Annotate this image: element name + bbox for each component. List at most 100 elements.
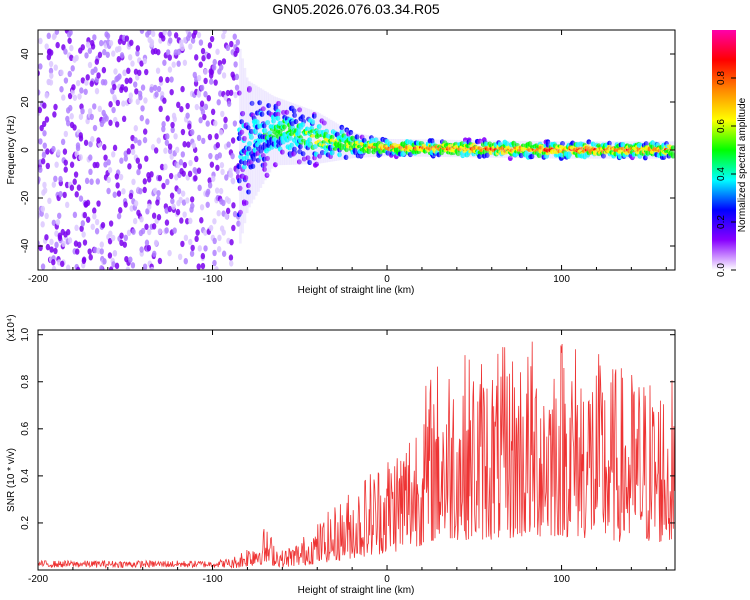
spectrogram-cell xyxy=(142,263,148,270)
spectrogram-cell xyxy=(177,253,183,261)
spectrogram-panel: -200 -100 0 100 40 20 0 -20 -40 Height of strai… xyxy=(6,29,676,296)
spectrogram-cell xyxy=(671,146,675,151)
spectrogram-cell xyxy=(190,129,195,136)
spectrogram-cell xyxy=(103,154,108,161)
spectrogram-cell xyxy=(112,191,117,198)
spectrogram-cell xyxy=(67,70,72,78)
spectrogram-cell xyxy=(310,119,316,125)
spectrogram-cell xyxy=(200,108,206,116)
spectrogram-cell xyxy=(108,266,114,270)
colorbar-ticks: 0.0 0.2 0.4 0.6 0.8 xyxy=(716,71,736,277)
spectrogram-cell xyxy=(92,124,98,132)
spectrogram-cell xyxy=(429,138,435,144)
spectrogram-cell xyxy=(197,184,202,192)
spectrogram-cell xyxy=(305,155,311,161)
spectrogram-cell xyxy=(560,140,565,147)
spectrogram-cell xyxy=(40,158,46,165)
spectrogram-halo xyxy=(429,139,433,157)
spectrogram-cell xyxy=(196,134,202,142)
spectrogram-cell xyxy=(128,192,134,200)
spectrogram-cell xyxy=(99,241,104,248)
spectrogram-cell xyxy=(123,234,128,242)
spectrogram-cell xyxy=(100,221,106,229)
snr-x-label: Height of straight line (km) xyxy=(298,585,415,596)
spectrogram-cell xyxy=(63,166,68,173)
spectrogram-cell xyxy=(85,74,90,81)
spectrogram-cell xyxy=(152,84,158,92)
spectrogram-cell xyxy=(95,178,100,185)
spectrogram-cell xyxy=(296,159,302,165)
spectrogram-cell xyxy=(122,241,127,248)
spectrogram-cell xyxy=(212,218,217,225)
spectrogram-cell xyxy=(153,147,159,154)
spectrogram-cell xyxy=(233,61,238,68)
spectrogram-cell xyxy=(76,184,82,191)
spectrogram-cell xyxy=(178,196,183,204)
spectrogram-cell xyxy=(194,54,199,61)
spectrogram-cell xyxy=(51,181,57,188)
spectrogram-cell xyxy=(171,61,176,68)
spectrogram-cell xyxy=(82,239,88,246)
spectrogram-cell xyxy=(69,54,74,62)
colorbar-tick-label: 0.0 xyxy=(716,263,727,277)
spectrogram-cell xyxy=(133,125,138,132)
spectrogram-cell xyxy=(188,217,193,225)
spectrogram-cell xyxy=(133,81,138,88)
spectrogram-cell xyxy=(206,95,211,102)
colorbar-tick-label: 0.4 xyxy=(716,167,727,181)
spectrogram-halo xyxy=(627,141,630,159)
spectrogram-cell xyxy=(135,50,140,57)
spectrogram-cell xyxy=(225,44,231,52)
spectrogram-cell xyxy=(53,247,58,255)
spectrogram-cell xyxy=(188,238,193,246)
spectrogram-cell xyxy=(48,79,54,86)
spectrogram-cell xyxy=(242,164,247,170)
spectrogram-cell xyxy=(293,118,299,125)
spectrogram-cell xyxy=(78,132,83,139)
spectrogram-halo xyxy=(298,105,301,165)
spectrogram-cell xyxy=(185,112,190,119)
spectrogram-cell xyxy=(281,139,286,145)
spectrogram-cell xyxy=(165,76,170,84)
spectrogram-cell xyxy=(234,84,240,91)
spectrogram-cell xyxy=(54,241,59,249)
spectrogram-cell xyxy=(96,72,101,79)
spectrogram-cell xyxy=(232,33,237,40)
spectrogram-cell xyxy=(209,68,215,76)
spectrogram-cell xyxy=(162,97,167,104)
spectrogram-cell xyxy=(287,135,293,141)
spectrogram-cell xyxy=(130,143,135,151)
spectrogram-cell xyxy=(223,94,228,101)
spectrogram-cell xyxy=(230,137,236,144)
spectrogram-cell xyxy=(58,190,63,198)
spectrogram-cell xyxy=(198,61,203,68)
spectrogram-cell xyxy=(507,155,513,161)
spectrogram-cell xyxy=(304,126,310,132)
spectrogram-cell xyxy=(212,259,217,267)
spectrogram-cell xyxy=(257,100,263,106)
spectrogram-cell xyxy=(144,68,149,76)
spectrogram-cell xyxy=(90,43,96,50)
spectrogram-cell xyxy=(181,199,187,206)
spectrogram-halo xyxy=(338,125,342,161)
spectrogram-cell xyxy=(78,154,83,161)
spectrogram-cell xyxy=(139,246,144,253)
spectrogram-halo xyxy=(307,108,310,165)
spectrogram-cell xyxy=(52,111,57,118)
spectrogram-cell xyxy=(311,113,317,119)
spectrogram-cell xyxy=(53,64,58,71)
spectrogram-cell xyxy=(297,144,303,150)
spectrogram-cell xyxy=(197,245,202,252)
spectrogram-cell xyxy=(99,265,104,270)
spectrogram-cell xyxy=(139,114,145,122)
spectrogram-cell xyxy=(207,42,213,49)
spectrogram-cell xyxy=(80,77,86,84)
spectrogram-cell xyxy=(47,197,52,205)
spectrogram-cell xyxy=(208,224,214,232)
spectrogram-cell xyxy=(40,221,45,228)
spectrogram-cell xyxy=(338,143,344,147)
spectrogram-halo xyxy=(248,81,251,208)
spectrogram-cell xyxy=(130,60,135,67)
spectrogram-cell xyxy=(65,264,71,270)
spectrogram-cell xyxy=(373,137,379,143)
